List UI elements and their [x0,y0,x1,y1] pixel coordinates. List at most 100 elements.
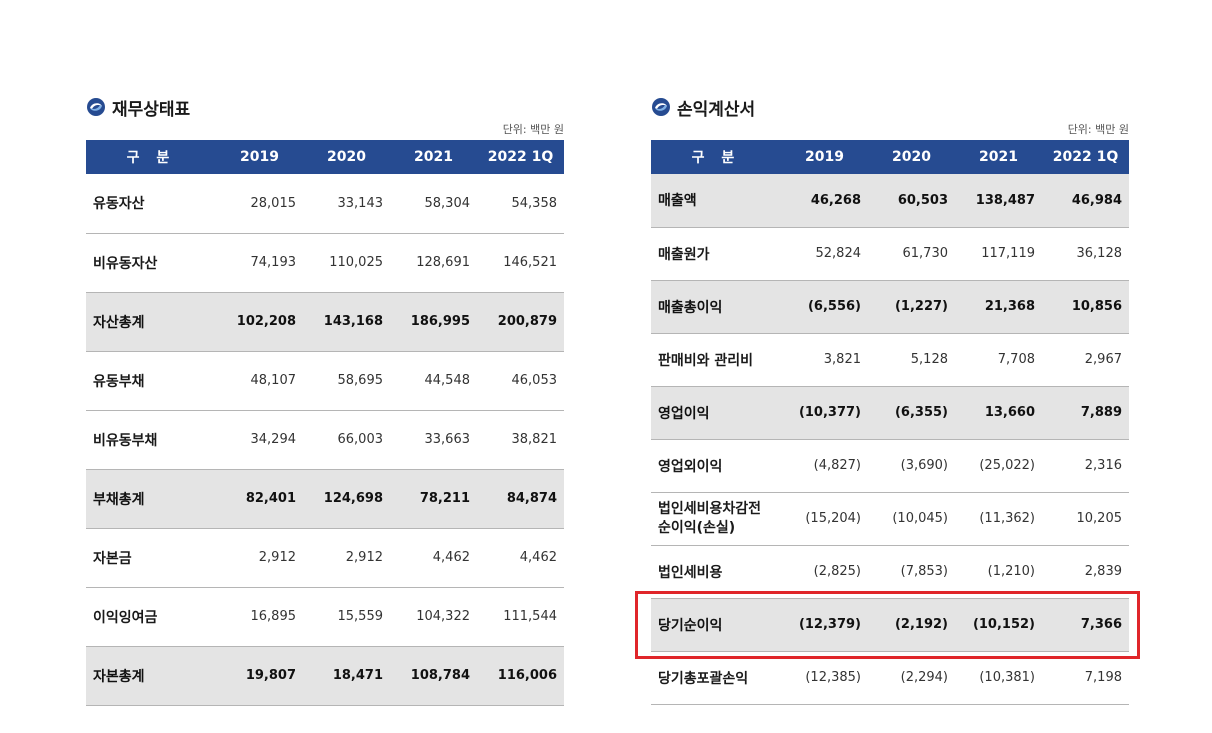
balance-sheet-heading: 재무상태표 [86,92,564,122]
cell-value: (1,227) [868,280,955,334]
cell-value: 33,663 [390,410,477,470]
cell-value: 46,984 [1042,174,1129,228]
cell-value: 128,691 [390,233,477,293]
cell-value: (10,152) [955,598,1042,652]
row-label: 영업이익 [651,386,781,440]
balance-sheet-title: 재무상태표 [112,99,191,120]
cell-value: 36,128 [1042,227,1129,281]
cell-value: 2,912 [303,528,390,588]
column-header: 2020 [868,140,955,174]
table-row-total: 매출액 46,268 60,503 138,487 46,984 [651,174,1129,228]
cell-value: 18,471 [303,646,390,706]
cell-value: 143,168 [303,292,390,352]
cell-value: 138,487 [955,174,1042,228]
table-row: 유동자산 28,015 33,143 58,304 54,358 [86,174,564,234]
row-label: 매출총이익 [651,280,781,334]
company-logo-icon [87,98,105,116]
table-row: 비유동자산 74,193 110,025 128,691 146,521 [86,233,564,293]
row-label: 법인세비용차감전 순이익(손실) [651,492,781,546]
column-header: 2019 [781,140,868,174]
table-row: 판매비와 관리비 3,821 5,128 7,708 2,967 [651,333,1129,387]
table-row: 비유동부채 34,294 66,003 33,663 38,821 [86,410,564,470]
table-row-total: 영업이익 (10,377) (6,355) 13,660 7,889 [651,386,1129,440]
cell-value: 34,294 [216,410,303,470]
table-row: 당기총포괄손익 (12,385) (2,294) (10,381) 7,198 [651,651,1129,705]
table-row: 매출원가 52,824 61,730 117,119 36,128 [651,227,1129,281]
row-label: 유동자산 [86,174,216,234]
cell-value: 200,879 [477,292,564,352]
income-statement-title: 손익계산서 [677,99,756,120]
row-label: 자본금 [86,528,216,588]
cell-value: 61,730 [868,227,955,281]
column-header: 2021 [390,140,477,174]
balance-sheet-unit: 단위: 백만 원 [502,123,564,136]
cell-value: 78,211 [390,469,477,529]
cell-value: 102,208 [216,292,303,352]
cell-value: 7,198 [1042,651,1129,705]
table-row: 영업외이익 (4,827) (3,690) (25,022) 2,316 [651,439,1129,493]
table-header-row: 구 분 2019 2020 2021 2022 1Q [651,140,1129,174]
cell-value: 2,967 [1042,333,1129,387]
row-label: 이익잉여금 [86,587,216,647]
cell-value: (4,827) [781,439,868,493]
table-row-total: 부채총계 82,401 124,698 78,211 84,874 [86,469,564,529]
cell-value: (10,045) [868,492,955,546]
cell-value: 38,821 [477,410,564,470]
cell-value: (6,355) [868,386,955,440]
balance-sheet-table: 구 분 2019 2020 2021 2022 1Q 유동자산 28,015 3… [86,140,564,706]
cell-value: 54,358 [477,174,564,234]
row-label: 자본총계 [86,646,216,706]
cell-value: 48,107 [216,351,303,411]
cell-value: (12,385) [781,651,868,705]
cell-value: 33,143 [303,174,390,234]
cell-value: 146,521 [477,233,564,293]
cell-value: (15,204) [781,492,868,546]
row-label: 법인세비용 [651,545,781,599]
table-row: 법인세비용 (2,825) (7,853) (1,210) 2,839 [651,545,1129,599]
cell-value: 117,119 [955,227,1042,281]
cell-value: (6,556) [781,280,868,334]
cell-value: 58,695 [303,351,390,411]
cell-value: 16,895 [216,587,303,647]
cell-value: 60,503 [868,174,955,228]
column-header: 2021 [955,140,1042,174]
cell-value: (3,690) [868,439,955,493]
cell-value: 84,874 [477,469,564,529]
table-row: 이익잉여금 16,895 15,559 104,322 111,544 [86,587,564,647]
row-label-line: 순이익(손실) [658,519,736,536]
cell-value: 15,559 [303,587,390,647]
cell-value: 13,660 [955,386,1042,440]
cell-value: 2,839 [1042,545,1129,599]
cell-value: 46,053 [477,351,564,411]
row-label: 매출액 [651,174,781,228]
cell-value: 46,268 [781,174,868,228]
row-label: 당기순이익 [651,598,781,652]
balance-sheet-panel: 재무상태표 단위: 백만 원 구 분 2019 2020 2021 2022 1… [86,92,564,706]
income-statement-heading: 손익계산서 [651,92,1129,122]
cell-value: (7,853) [868,545,955,599]
cell-value: 7,708 [955,333,1042,387]
column-header: 2020 [303,140,390,174]
row-label: 비유동부채 [86,410,216,470]
cell-value: (2,825) [781,545,868,599]
cell-value: 66,003 [303,410,390,470]
row-label: 부채총계 [86,469,216,529]
cell-value: 21,368 [955,280,1042,334]
income-statement-table: 구 분 2019 2020 2021 2022 1Q 매출액 46,268 60… [651,140,1129,705]
table-row: 유동부채 48,107 58,695 44,548 46,053 [86,351,564,411]
cell-value: (1,210) [955,545,1042,599]
row-label: 유동부채 [86,351,216,411]
cell-value: 7,889 [1042,386,1129,440]
table-row: 법인세비용차감전 순이익(손실) (15,204) (10,045) (11,36… [651,492,1129,546]
cell-value: (10,381) [955,651,1042,705]
cell-value: 4,462 [390,528,477,588]
table-row-total: 자본총계 19,807 18,471 108,784 116,006 [86,646,564,706]
cell-value: 44,548 [390,351,477,411]
cell-value: 111,544 [477,587,564,647]
row-label: 비유동자산 [86,233,216,293]
cell-value: 2,912 [216,528,303,588]
cell-value: 186,995 [390,292,477,352]
cell-value: 74,193 [216,233,303,293]
net-income-highlight-box [635,591,1140,659]
cell-value: 7,366 [1042,598,1129,652]
